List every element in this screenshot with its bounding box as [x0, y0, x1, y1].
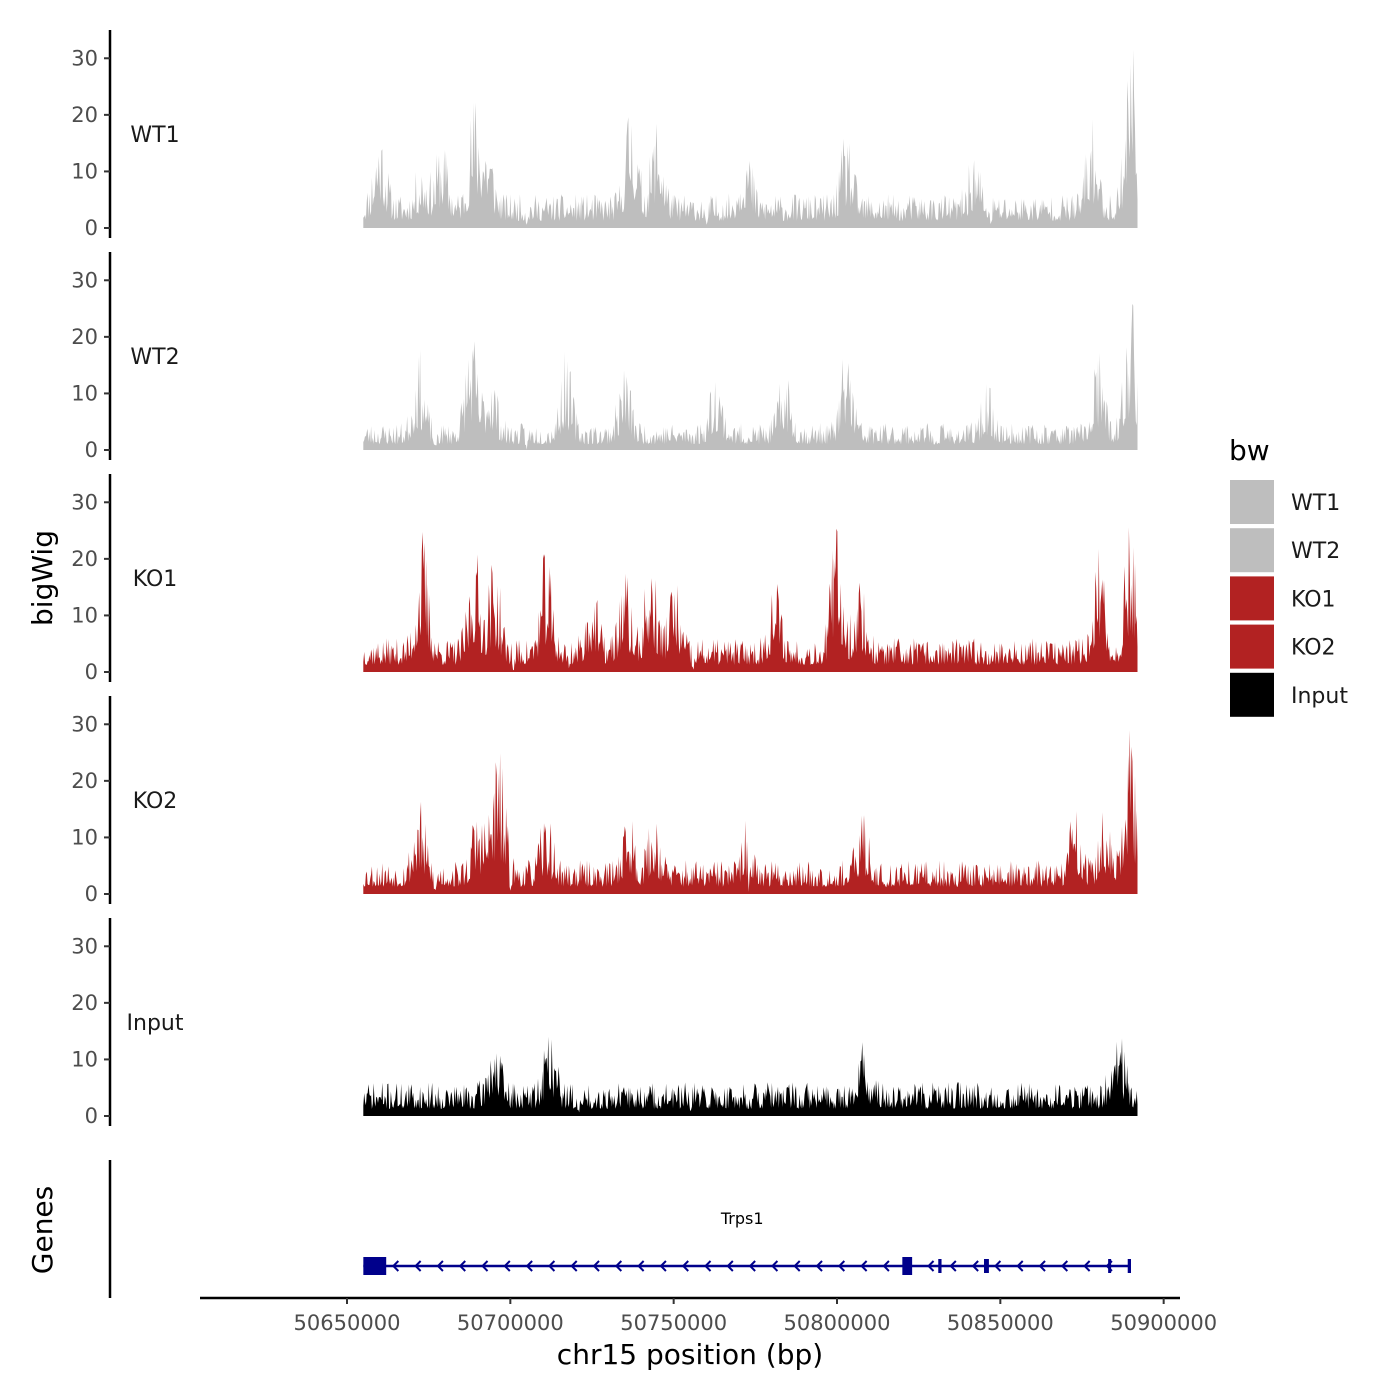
x-tick-label: 50750000 — [620, 1311, 727, 1335]
gene-exon — [984, 1259, 989, 1273]
y-tick-label: 10 — [71, 603, 98, 627]
x-axis: 50650000 50700000 50750000 50800000 50850000… — [200, 1296, 1217, 1335]
x-axis-title: chr15 position (bp) — [557, 1338, 823, 1371]
tracks-layer: 0 10 20 30 WT1 0 10 20 30 WT2 0 10 20 30 KO1 0 10 20 30 KO2… — [71, 30, 1138, 1128]
y-tick-label: 30 — [71, 268, 98, 292]
legend-entry-label: WT1 — [1291, 491, 1340, 516]
y-axis-title: bigWig — [26, 530, 59, 626]
legend-swatch — [1230, 672, 1274, 717]
strand-arrow — [837, 1260, 846, 1272]
coverage-area-wt1 — [363, 49, 1138, 229]
track-ko1: 0 10 20 30 KO1 — [71, 474, 1138, 684]
strand-arrow — [436, 1260, 444, 1272]
gene-exon — [1108, 1259, 1112, 1273]
strand-arrow — [949, 1260, 957, 1272]
track-ko2: 0 10 20 30 KO2 — [71, 696, 1138, 906]
strand-arrow — [860, 1260, 868, 1272]
strand-arrow — [882, 1260, 890, 1272]
legend-entry-label: WT2 — [1291, 539, 1340, 564]
legend-swatch — [1230, 576, 1274, 621]
strand-arrow — [704, 1260, 712, 1272]
y-tick-label: 10 — [71, 825, 98, 849]
strand-arrow — [1016, 1260, 1024, 1272]
x-tick-label: 50650000 — [294, 1311, 401, 1335]
track-input: 0 10 20 30 Input — [71, 918, 1138, 1128]
legend: bw WT1 WT2 KO1 KO2 Input — [1229, 434, 1348, 717]
legend-entry-label: KO1 — [1291, 587, 1336, 612]
track-label: WT2 — [130, 345, 179, 370]
legend-entry-label: Input — [1291, 684, 1348, 709]
strand-arrow — [1038, 1260, 1046, 1272]
track-wt2: 0 10 20 30 WT2 — [71, 252, 1138, 462]
strand-arrow — [748, 1260, 756, 1272]
strand-arrow — [614, 1260, 623, 1272]
gene-exon — [363, 1257, 387, 1275]
coverage-area-ko2 — [363, 730, 1138, 894]
x-tick-label: 50850000 — [947, 1311, 1054, 1335]
legend-swatch — [1230, 528, 1274, 573]
strand-arrow — [481, 1260, 489, 1272]
strand-arrow — [1060, 1260, 1069, 1272]
x-tick-label: 50900000 — [1110, 1311, 1217, 1335]
strand-arrow — [548, 1260, 556, 1272]
strand-arrow — [592, 1260, 600, 1272]
strand-arrow — [927, 1260, 935, 1272]
strand-arrow — [570, 1260, 578, 1272]
strand-arrow — [503, 1260, 511, 1272]
gene-exon — [902, 1257, 913, 1275]
y-tick-label: 20 — [71, 325, 98, 349]
coverage-area-input — [363, 1036, 1138, 1116]
legend-swatch — [1230, 480, 1274, 524]
y-tick-label: 20 — [71, 547, 98, 571]
track-label: Input — [127, 1011, 184, 1036]
gene-exon — [938, 1259, 942, 1273]
y-tick-label: 0 — [85, 1104, 98, 1128]
legend-entry-label: KO2 — [1291, 636, 1336, 661]
y-tick-label: 10 — [71, 159, 98, 183]
legend-title: bw — [1229, 434, 1270, 467]
y-tick-label: 30 — [71, 46, 98, 70]
strand-arrow — [1083, 1260, 1091, 1272]
y-tick-label: 30 — [71, 934, 98, 958]
strand-arrow — [414, 1260, 422, 1272]
y-tick-label: 10 — [71, 1047, 98, 1071]
strand-arrow — [659, 1260, 667, 1272]
x-tick-label: 50700000 — [457, 1311, 564, 1335]
strand-arrow — [637, 1260, 645, 1272]
strand-arrow — [525, 1260, 533, 1272]
gene-exon — [1127, 1259, 1131, 1273]
y-tick-label: 30 — [71, 490, 98, 514]
y-tick-label: 0 — [85, 438, 98, 462]
y-tick-label: 0 — [85, 660, 98, 684]
y-tick-label: 20 — [71, 103, 98, 127]
y-tick-label: 20 — [71, 991, 98, 1015]
coverage-area-ko1 — [363, 527, 1138, 672]
strand-arrow — [458, 1260, 466, 1272]
track-label: WT1 — [130, 123, 179, 148]
legend-swatch — [1230, 624, 1274, 669]
gene-name-label: Trps1 — [720, 1209, 764, 1228]
strand-arrow — [771, 1260, 779, 1272]
gene-track: Trps1 — [108, 1160, 1131, 1298]
strand-arrow — [726, 1260, 734, 1272]
y-tick-label: 30 — [71, 712, 98, 736]
genes-axis-title: Genes — [26, 1186, 59, 1274]
track-label: KO2 — [133, 789, 178, 814]
y-tick-label: 0 — [85, 882, 98, 906]
y-tick-label: 10 — [71, 381, 98, 405]
strand-arrow — [994, 1260, 1002, 1272]
strand-arrow — [391, 1260, 400, 1272]
strand-arrow — [815, 1260, 823, 1272]
strand-arrow — [681, 1260, 689, 1272]
x-tick-label: 50800000 — [784, 1311, 891, 1335]
y-tick-label: 20 — [71, 769, 98, 793]
track-label: KO1 — [133, 567, 178, 592]
strand-arrow — [793, 1260, 801, 1272]
strand-arrow — [971, 1260, 979, 1272]
y-tick-label: 0 — [85, 216, 98, 240]
track-wt1: 0 10 20 30 WT1 — [71, 30, 1138, 240]
